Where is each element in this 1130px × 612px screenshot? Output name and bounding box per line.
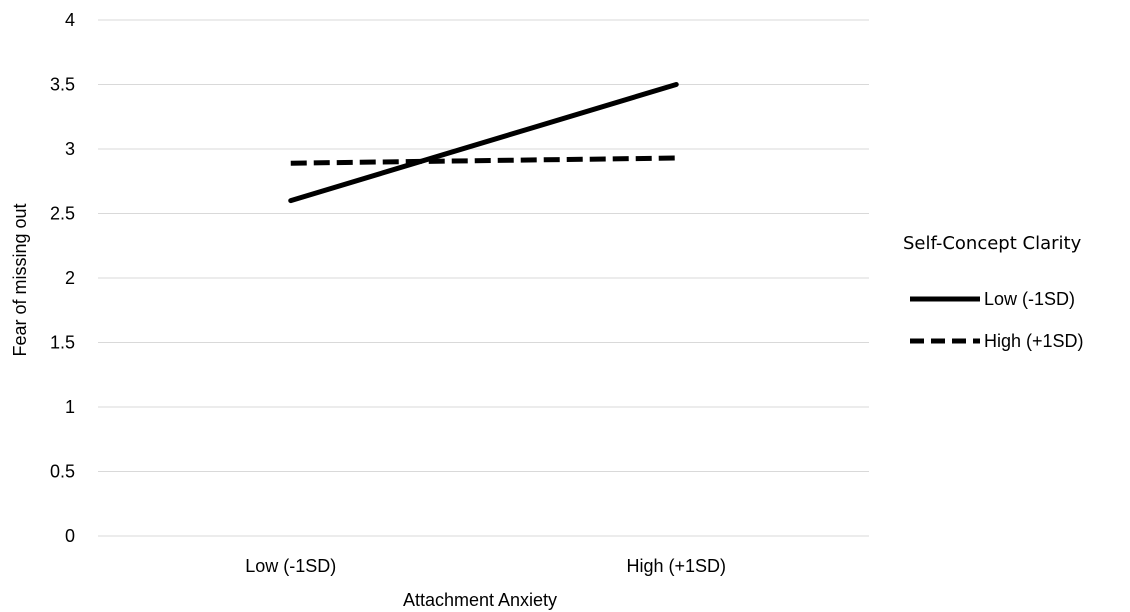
series-lines (288, 82, 679, 204)
x-tick-labels: Low (-1SD) High (+1SD) (245, 556, 726, 576)
y-tick-label: 0.5 (50, 462, 75, 482)
y-tick-label: 2.5 (50, 204, 75, 224)
x-tick-label: Low (-1SD) (245, 556, 336, 576)
y-tick-label: 3.5 (50, 75, 75, 95)
legend-label: Low (-1SD) (984, 289, 1075, 309)
y-tick-label: 1 (65, 397, 75, 417)
legend-items: Low (-1SD) High (+1SD) (910, 289, 1084, 351)
y-tick-label: 0 (65, 526, 75, 546)
legend-title: Self-Concept Clarity (903, 233, 1082, 254)
legend-label: High (+1SD) (984, 331, 1084, 351)
legend: Self-Concept Clarity Low (-1SD) High (+1S… (903, 233, 1084, 351)
y-tick-label: 4 (65, 10, 75, 30)
y-tick-labels: 0 0.5 1 1.5 2 2.5 3 3.5 4 (50, 10, 75, 546)
series-line-high (290, 155, 677, 166)
y-tick-label: 1.5 (50, 333, 75, 353)
x-axis-title: Attachment Anxiety (403, 590, 557, 610)
y-tick-label: 3 (65, 139, 75, 159)
x-tick-label: High (+1SD) (626, 556, 726, 576)
series-line-low (288, 82, 679, 204)
gridlines (98, 19, 869, 537)
y-tick-label: 2 (65, 268, 75, 288)
y-axis-title: Fear of missing out (10, 203, 30, 356)
